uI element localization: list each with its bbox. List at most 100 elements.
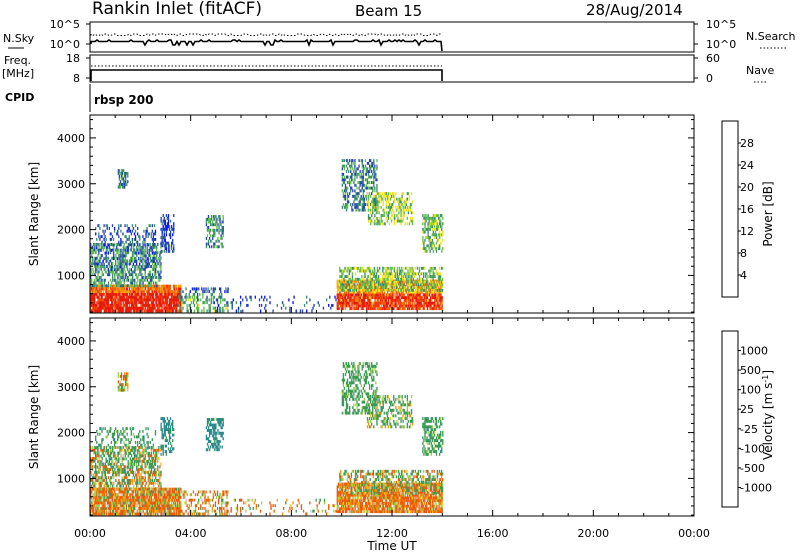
heatmap-cell bbox=[139, 306, 141, 310]
heatmap-cell bbox=[108, 512, 111, 516]
heatmap-cell bbox=[95, 287, 97, 291]
heatmap-cell bbox=[148, 493, 151, 497]
heatmap-cell bbox=[123, 174, 126, 178]
heatmap-cell bbox=[352, 286, 355, 290]
heatmap-cell bbox=[189, 303, 191, 307]
heatmap-cell bbox=[182, 301, 184, 305]
heatmap-cell bbox=[129, 292, 132, 296]
heatmap-cell bbox=[160, 270, 162, 274]
heatmap-cell bbox=[402, 269, 404, 273]
heatmap-cell bbox=[375, 203, 377, 207]
heatmap-cell bbox=[206, 242, 209, 246]
heatmap-cell bbox=[166, 292, 168, 296]
heatmap-cell bbox=[111, 265, 114, 269]
heatmap-cell bbox=[370, 293, 372, 297]
heatmap-cell bbox=[424, 298, 427, 302]
heatmap-cell bbox=[415, 288, 418, 292]
heatmap-cell bbox=[166, 284, 168, 288]
heatmap-cell bbox=[216, 301, 219, 305]
heatmap-cell bbox=[358, 266, 360, 270]
heatmap-cell bbox=[425, 216, 427, 220]
heatmap-cell bbox=[163, 501, 165, 505]
heatmap-cell bbox=[123, 290, 125, 294]
heatmap-cell bbox=[160, 493, 162, 497]
heatmap-cell bbox=[423, 296, 426, 300]
heatmap-cell bbox=[408, 307, 411, 311]
heatmap-cell bbox=[352, 208, 354, 212]
heatmap-cell bbox=[141, 287, 143, 291]
heatmap-cell bbox=[146, 504, 148, 508]
heatmap-cell bbox=[125, 177, 127, 181]
heatmap-cell bbox=[345, 301, 347, 305]
heatmap-cell bbox=[389, 192, 392, 196]
heatmap-cell bbox=[435, 219, 438, 223]
heatmap-cell bbox=[185, 298, 187, 302]
heatmap-cell bbox=[148, 501, 151, 505]
heatmap-cell bbox=[181, 303, 183, 307]
heatmap-cell bbox=[433, 266, 435, 270]
heatmap-cell bbox=[130, 306, 133, 310]
heatmap-cell bbox=[350, 293, 352, 297]
heatmap-cell bbox=[415, 280, 418, 284]
heatmap-cell bbox=[180, 298, 182, 302]
heatmap-cell bbox=[101, 246, 103, 250]
heatmap-cell bbox=[115, 501, 117, 505]
heatmap-cell bbox=[135, 309, 137, 313]
heatmap-cell bbox=[112, 237, 115, 241]
heatmap-cell bbox=[361, 208, 363, 212]
heatmap-cell bbox=[322, 306, 325, 310]
heatmap-cell bbox=[163, 238, 165, 242]
heatmap-cell bbox=[364, 293, 367, 297]
freq-trace bbox=[90, 69, 443, 81]
heatmap-cell bbox=[103, 512, 105, 516]
heatmap-cell bbox=[126, 487, 129, 491]
heatmap-cell bbox=[155, 301, 157, 305]
heatmap-cell bbox=[147, 493, 150, 497]
heatmap-cell bbox=[409, 208, 412, 212]
heatmap-cell bbox=[403, 203, 405, 207]
nave-tick-bottom: 0 bbox=[706, 72, 713, 85]
heatmap-cell bbox=[334, 295, 336, 299]
heatmap-cell bbox=[392, 282, 394, 286]
heatmap-cell bbox=[147, 273, 150, 277]
heatmap-cell bbox=[112, 309, 114, 313]
heatmap-cell bbox=[431, 227, 433, 231]
heatmap-cell bbox=[169, 230, 172, 234]
heatmap-cell bbox=[167, 295, 169, 299]
heatmap-cell bbox=[134, 264, 136, 268]
heatmap-cell bbox=[167, 292, 169, 296]
heatmap-cell bbox=[361, 161, 363, 165]
heatmap-cell bbox=[306, 295, 308, 299]
heatmap-cell bbox=[373, 178, 375, 182]
heatmap-cell bbox=[124, 292, 126, 296]
heatmap-cell bbox=[365, 178, 368, 182]
heatmap-cell bbox=[398, 304, 400, 308]
heatmap-cell bbox=[363, 167, 366, 171]
heatmap-cell bbox=[416, 307, 418, 311]
heatmap-cell bbox=[280, 306, 283, 310]
heatmap-cell bbox=[117, 512, 119, 516]
heatmap-cell bbox=[189, 295, 191, 299]
heatmap-cell bbox=[142, 506, 144, 510]
heatmap-cell bbox=[123, 242, 125, 246]
heatmap-cell bbox=[439, 285, 441, 289]
heatmap-cell bbox=[218, 309, 221, 313]
heatmap-cell bbox=[106, 309, 109, 313]
heatmap-cell bbox=[361, 298, 364, 302]
heatmap-cell bbox=[376, 208, 378, 212]
power-heatmap bbox=[90, 159, 444, 313]
heatmap-cell bbox=[366, 203, 369, 207]
heatmap-cell bbox=[441, 227, 443, 231]
heatmap-cell bbox=[379, 293, 381, 297]
heatmap-cell bbox=[439, 304, 441, 308]
heatmap-cell bbox=[112, 495, 114, 499]
heatmap-cell bbox=[361, 275, 363, 279]
heatmap-cell bbox=[409, 205, 412, 209]
heatmap-cell bbox=[423, 301, 426, 305]
heatmap-cell bbox=[125, 504, 127, 508]
heatmap-cell bbox=[354, 183, 356, 187]
heatmap-cell bbox=[384, 283, 386, 287]
heatmap-cell bbox=[441, 285, 443, 289]
heatmap-cell bbox=[408, 288, 410, 292]
heatmap-cell bbox=[371, 277, 374, 281]
